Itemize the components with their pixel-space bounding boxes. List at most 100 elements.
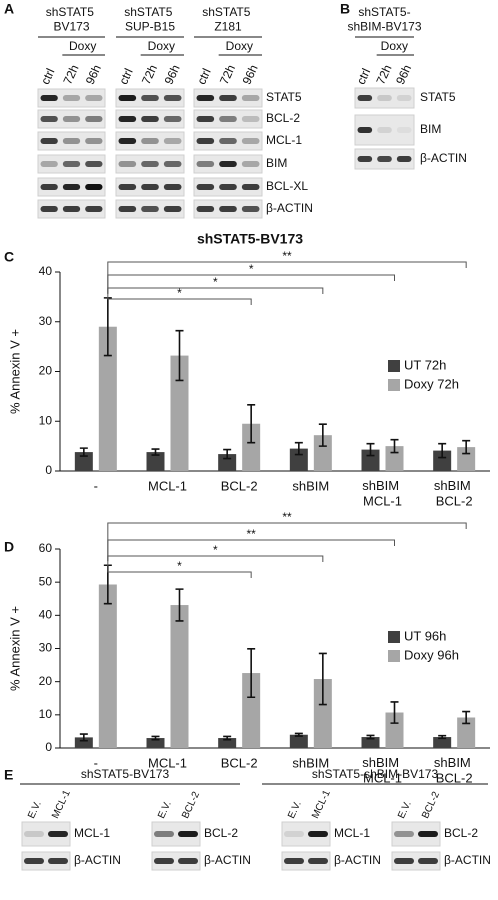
bar: [457, 717, 476, 748]
lane-label: E.V.: [396, 799, 414, 820]
significance-bracket: [107, 261, 467, 294]
legend-label: Doxy 96h: [404, 647, 459, 662]
significance-bracket: [107, 522, 467, 562]
blot-band: [141, 184, 159, 190]
blot-band: [62, 161, 81, 167]
blot-band: [196, 161, 215, 167]
lane-label: MCL-1: [310, 788, 333, 820]
y-tick-label: 20: [39, 364, 53, 378]
bar: [433, 737, 452, 748]
blot-band: [418, 858, 438, 864]
blot-band: [377, 127, 392, 133]
panel-letter: C: [4, 249, 14, 265]
lane-label: E.V.: [26, 799, 44, 820]
significance-label: *: [177, 286, 182, 300]
blot-band: [241, 138, 260, 144]
error-bar: [175, 329, 184, 382]
blot-band: [141, 116, 159, 122]
blot-band: [85, 95, 103, 101]
blot-band: [40, 184, 58, 190]
blot-band: [62, 116, 81, 122]
y-tick-label: 40: [39, 608, 53, 622]
bar: [98, 326, 117, 471]
treatment-label: Doxy: [69, 39, 96, 53]
blot-band: [196, 95, 215, 101]
y-axis-label: % Annexin V +: [7, 606, 22, 691]
blot-strip: [115, 131, 185, 151]
lane-label: 72h: [60, 63, 81, 87]
blot-band: [241, 116, 260, 122]
protein-label: MCL-1: [334, 826, 370, 840]
lane-label: ctrl: [116, 66, 135, 86]
error-bar: [247, 404, 256, 444]
blot-band: [62, 206, 81, 212]
blot-strip: [354, 87, 415, 109]
blot-band: [24, 858, 44, 864]
protein-label: β-ACTIN: [420, 151, 467, 165]
group-title: shSTAT5-shBIM-BV173: [347, 5, 421, 33]
bar: [170, 605, 189, 748]
blot-strip: [37, 131, 106, 151]
blot-band: [85, 116, 103, 122]
significance-label: **: [246, 527, 256, 541]
blot-band: [141, 138, 159, 144]
error-bar: [247, 648, 256, 699]
panel-letter: E: [4, 767, 13, 783]
blot-band: [196, 206, 215, 212]
significance-label: *: [213, 543, 218, 557]
error-bar: [79, 733, 88, 742]
blot-band: [241, 95, 260, 101]
bar: [313, 435, 332, 471]
blot-band: [396, 95, 412, 101]
bar: [242, 673, 261, 748]
significance-bracket: [107, 539, 395, 562]
significance-label: **: [282, 510, 292, 524]
legend-label: UT 72h: [404, 357, 446, 372]
lane-label: 96h: [83, 63, 104, 87]
chart-title: shSTAT5-BV173: [197, 231, 303, 247]
blot-band: [118, 138, 137, 144]
error-bar: [390, 701, 399, 724]
blot-band: [118, 184, 137, 190]
blot-band: [219, 116, 237, 122]
bar: [74, 737, 93, 748]
y-tick-label: 30: [39, 314, 53, 328]
x-tick-label: BCL-2: [221, 755, 258, 770]
protein-label: BCL-2: [266, 111, 300, 125]
significance-label: *: [249, 262, 254, 276]
blot-band: [308, 858, 328, 864]
protein-label: β-ACTIN: [74, 853, 121, 867]
error-bar: [318, 652, 327, 706]
bar: [433, 450, 452, 471]
blot-strip: [151, 851, 201, 871]
protein-label: BCL-2: [204, 826, 238, 840]
blot-band: [196, 138, 215, 144]
panel-letter: B: [340, 1, 350, 17]
protein-label: STAT5: [266, 90, 302, 104]
error-bar: [438, 734, 447, 740]
blot-band: [284, 831, 304, 837]
legend-label: UT 96h: [404, 628, 446, 643]
lane-label: BCL-2: [180, 790, 202, 821]
error-bar: [462, 439, 471, 455]
protein-label: STAT5: [420, 90, 456, 104]
protein-label: BIM: [420, 122, 441, 136]
y-tick-label: 30: [39, 641, 53, 655]
error-bar: [151, 448, 160, 456]
blot-strip: [37, 88, 106, 108]
protein-label: β-ACTIN: [444, 853, 491, 867]
bar: [385, 712, 404, 748]
blot-band: [219, 206, 237, 212]
blot-band: [219, 184, 237, 190]
error-bar: [223, 448, 232, 460]
x-tick-label: shBIM: [292, 755, 329, 770]
y-tick-label: 60: [39, 541, 53, 555]
error-bar: [223, 735, 232, 741]
blot-band: [40, 116, 58, 122]
bar: [170, 355, 189, 471]
y-tick-label: 0: [45, 740, 52, 754]
blot-band: [377, 156, 392, 162]
y-tick-label: 50: [39, 574, 53, 588]
bar: [361, 737, 380, 748]
